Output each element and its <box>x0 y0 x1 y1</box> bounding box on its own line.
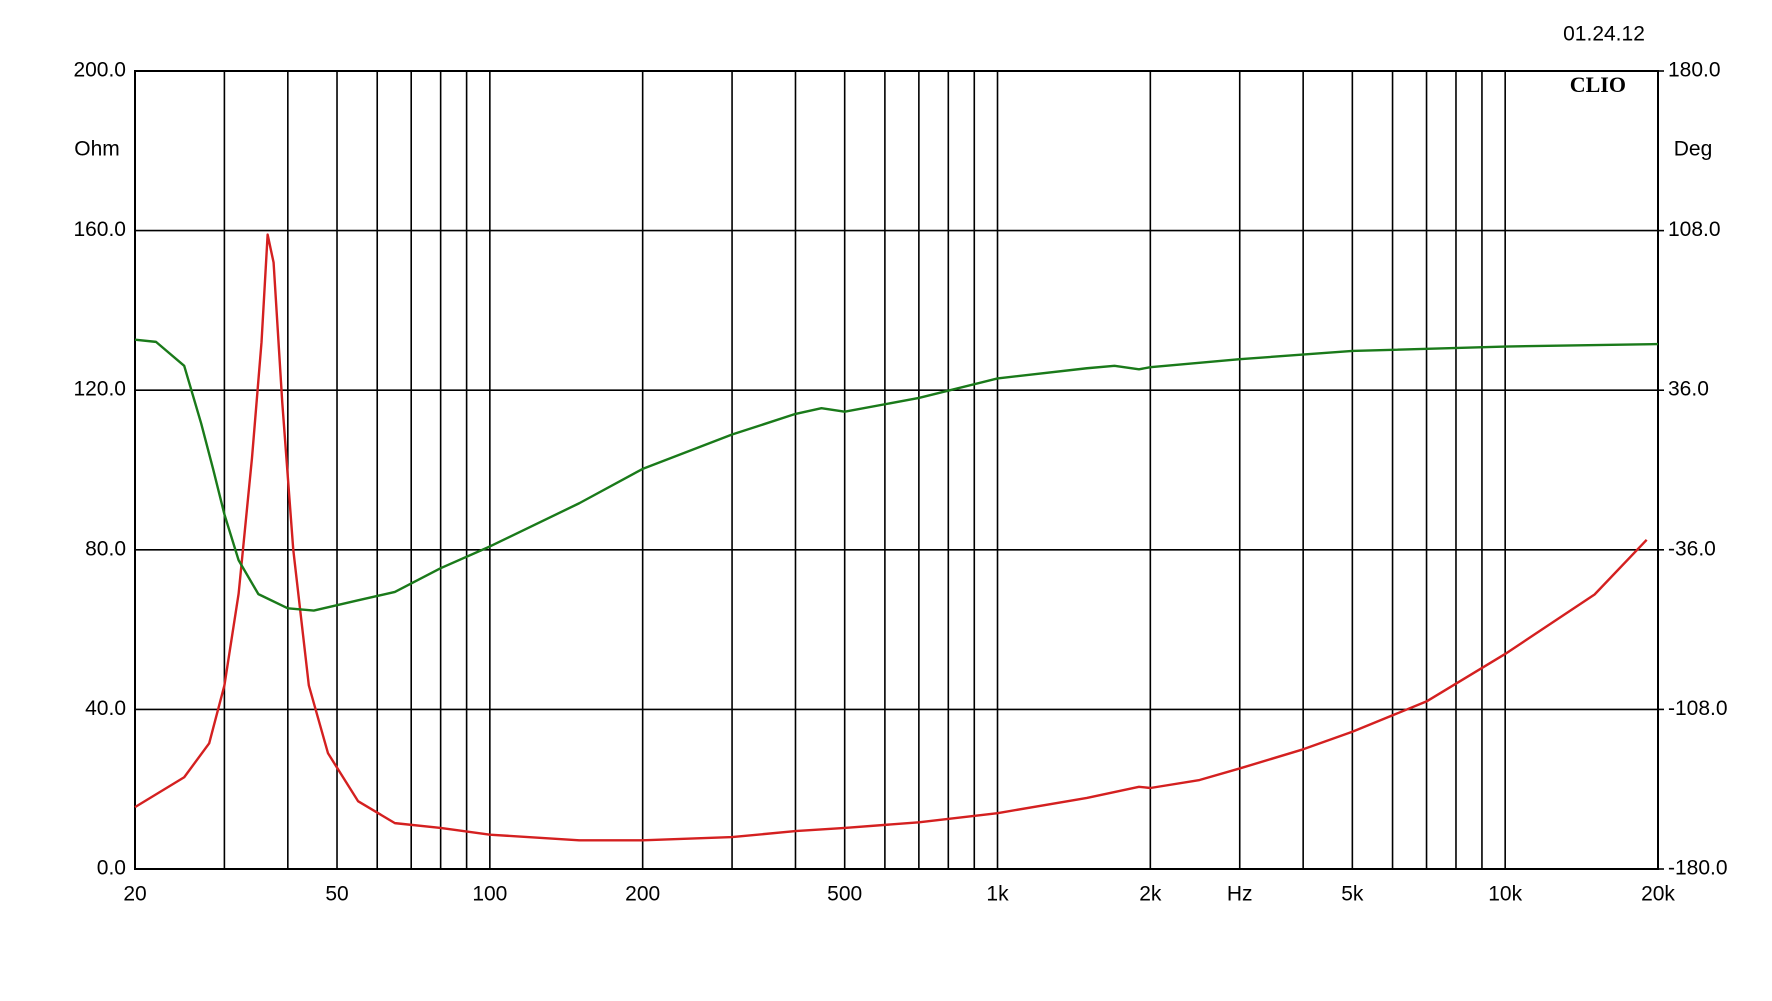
y2-tick-label: 108.0 <box>1668 218 1721 241</box>
x-tick-label: 500 <box>827 883 862 906</box>
x-tick-label: 50 <box>325 883 348 906</box>
x-tick-label: 20k <box>1641 883 1675 906</box>
x-tick-label: 20 <box>123 883 146 906</box>
y2-axis-label: Deg <box>1674 138 1713 161</box>
series-line <box>134 338 1659 612</box>
x-tick-label: 200 <box>625 883 660 906</box>
x-tick-label: 2k <box>1139 883 1162 906</box>
y-axis-label: Ohm <box>74 138 120 161</box>
y-tick-label: 200.0 <box>73 59 126 82</box>
y-tick-label: 40.0 <box>85 697 126 720</box>
x-tick-label: 5k <box>1341 883 1364 906</box>
y-tick-label: 80.0 <box>85 537 126 560</box>
series-line <box>134 233 1648 842</box>
y-tick-label: 120.0 <box>73 378 126 401</box>
y2-tick-label: -108.0 <box>1668 697 1728 720</box>
y-tick-label: 0.0 <box>97 857 126 880</box>
y2-tick-label: -180.0 <box>1668 857 1728 880</box>
y2-tick-label: 36.0 <box>1668 378 1709 401</box>
brand: CLIO <box>1570 72 1626 97</box>
y2-tick-label: -36.0 <box>1668 537 1716 560</box>
x-tick-label: Hz <box>1227 883 1253 906</box>
x-tick-label: 1k <box>986 883 1009 906</box>
y2-tick-label: 180.0 <box>1668 59 1721 82</box>
plot-frame <box>134 70 1659 870</box>
x-tick-label: 10k <box>1488 883 1522 906</box>
y-tick-label: 160.0 <box>73 218 126 241</box>
date: 01.24.12 <box>1563 23 1645 46</box>
x-tick-label: 100 <box>472 883 507 906</box>
